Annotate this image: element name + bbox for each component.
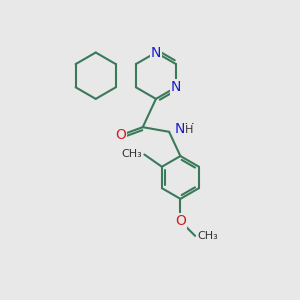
Text: O: O (175, 214, 186, 228)
Text: N: N (151, 46, 161, 59)
Text: O: O (115, 128, 126, 142)
Text: NH: NH (174, 122, 195, 136)
Text: CH₃: CH₃ (197, 231, 218, 241)
Text: H: H (184, 125, 193, 135)
Text: CH₃: CH₃ (121, 149, 142, 160)
Text: N: N (171, 80, 181, 94)
